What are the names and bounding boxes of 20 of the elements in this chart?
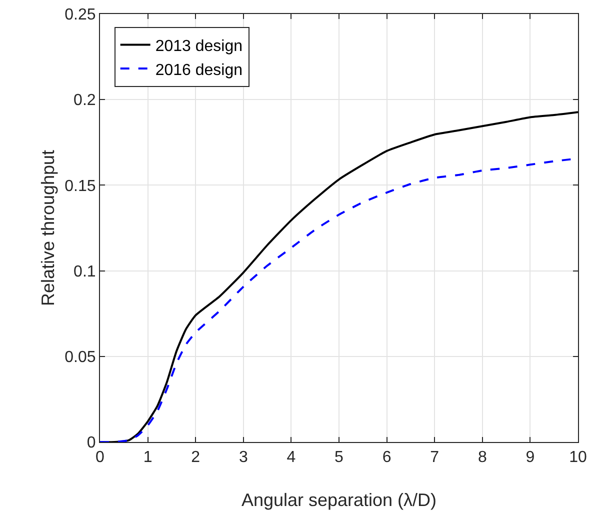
x-tick-label: 6 [382, 449, 392, 466]
x-tick-label: 4 [286, 449, 296, 466]
x-tick-label: 2 [191, 449, 200, 466]
x-axis-title: Angular separation (λ/D) [241, 490, 437, 510]
x-tick-label: 9 [526, 449, 535, 466]
y-tick-label: 0.05 [64, 349, 96, 366]
x-tick-label: 7 [430, 449, 440, 466]
x-tick-label: 3 [238, 449, 248, 466]
x-tick-label: 10 [569, 449, 587, 466]
y-tick-label: 0.2 [74, 92, 96, 110]
y-tick-label: 0.25 [64, 6, 96, 24]
x-tick-label: 1 [143, 449, 152, 466]
legend-label: 2016 design [155, 62, 243, 79]
x-tick-label: 8 [478, 449, 487, 466]
y-axis-title: Relative throughput [38, 150, 58, 306]
legend-label: 2013 design [155, 38, 243, 55]
y-tick-label: 0.1 [74, 263, 96, 280]
y-tick-label: 0.15 [64, 178, 96, 195]
x-tick-label: 5 [334, 449, 344, 466]
y-tick-label: 0 [86, 434, 96, 452]
